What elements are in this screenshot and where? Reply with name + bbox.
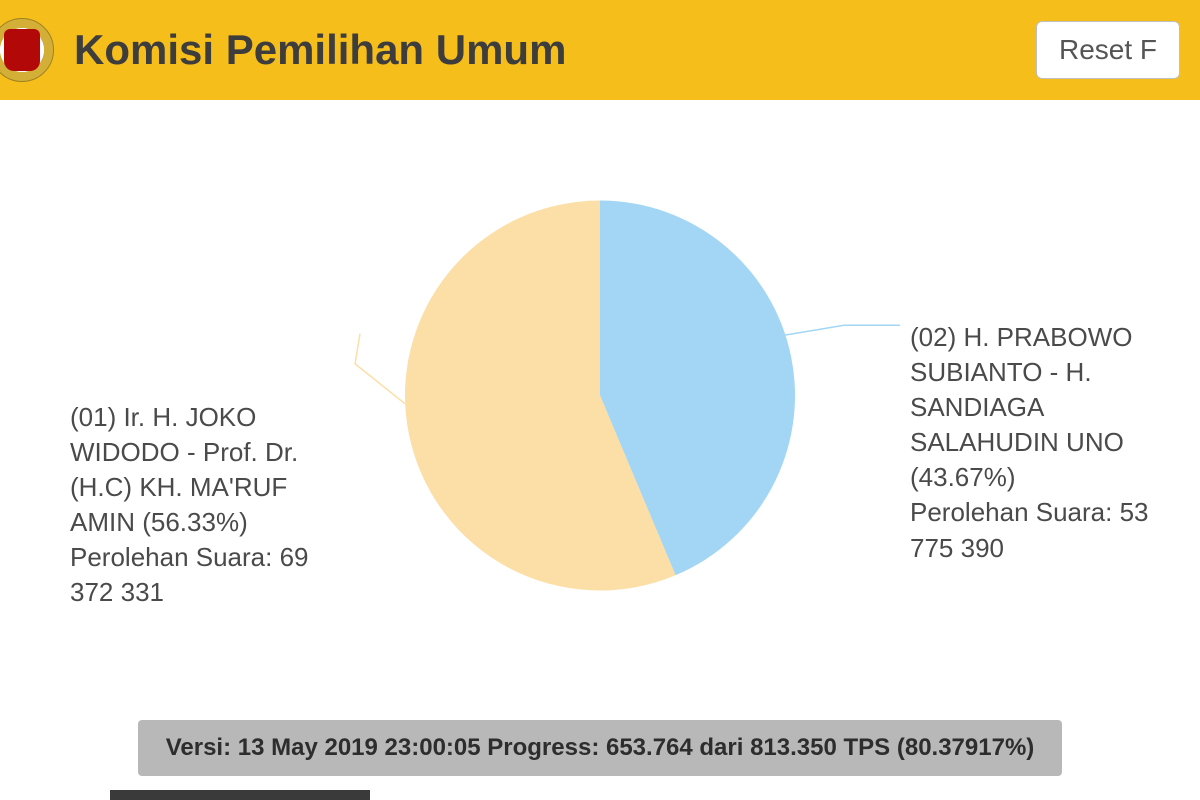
label-line: (H.C) KH. MA'RUF: [70, 470, 370, 505]
label-line: SUBIANTO - H.: [910, 355, 1200, 390]
label-line: (01) Ir. H. JOKO: [70, 400, 370, 435]
progress-footer: Versi: 13 May 2019 23:00:05 Progress: 65…: [138, 720, 1063, 776]
label-line: 372 331: [70, 575, 370, 610]
reset-button[interactable]: Reset F: [1036, 21, 1180, 79]
label-line: (02) H. PRABOWO: [910, 320, 1200, 355]
label-line: SALAHUDIN UNO: [910, 425, 1200, 460]
label-line: Perolehan Suara: 53: [910, 495, 1200, 530]
label-line: AMIN (56.33%): [70, 505, 370, 540]
leader-line: [355, 334, 405, 404]
bottom-strip-decoration: [110, 790, 370, 800]
page-title: Komisi Pemilihan Umum: [74, 26, 1036, 74]
label-line: 775 390: [910, 531, 1200, 566]
leader-line: [784, 325, 900, 335]
label-line: Perolehan Suara: 69: [70, 540, 370, 575]
page-root: Komisi Pemilihan Umum Reset F (01) Ir. H…: [0, 0, 1200, 800]
kpu-logo-shield: [4, 29, 40, 71]
label-line: WIDODO - Prof. Dr.: [70, 435, 370, 470]
pie-chart: [400, 195, 800, 600]
kpu-logo: [0, 18, 54, 82]
label-line: (43.67%): [910, 460, 1200, 495]
kpu-logo-ring: [0, 18, 54, 82]
label-candidate-01: (01) Ir. H. JOKOWIDODO - Prof. Dr.(H.C) …: [70, 400, 370, 611]
label-line: SANDIAGA: [910, 390, 1200, 425]
pie-svg: [400, 195, 800, 595]
chart-area: (01) Ir. H. JOKOWIDODO - Prof. Dr.(H.C) …: [0, 100, 1200, 720]
header-bar: Komisi Pemilihan Umum Reset F: [0, 0, 1200, 100]
label-candidate-02: (02) H. PRABOWOSUBIANTO - H.SANDIAGASALA…: [910, 320, 1200, 566]
